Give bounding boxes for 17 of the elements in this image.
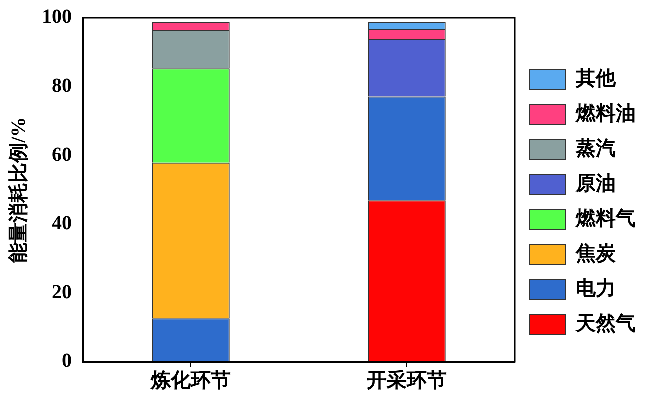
y-tick-label: 100 <box>42 6 72 28</box>
y-tick-label: 40 <box>52 212 72 235</box>
y-tick-label: 60 <box>52 144 72 166</box>
legend-label: 蒸汽 <box>575 138 616 160</box>
legend-label: 燃料油 <box>575 103 636 126</box>
legend-label: 天然气 <box>575 313 636 336</box>
y-tick-label: 0 <box>62 350 72 372</box>
y-tick-label: 80 <box>52 74 72 97</box>
legend-label: 焦炭 <box>575 243 617 266</box>
legend-label: 电力 <box>576 278 616 300</box>
y-tick-label: 20 <box>52 281 72 304</box>
x-tick-label: 开采环节 <box>366 369 447 392</box>
y-axis-title: 能量消耗比例/% <box>7 117 30 263</box>
x-tick-label: 炼化环节 <box>150 370 231 392</box>
legend-label: 其他 <box>575 68 617 90</box>
legend-label: 燃料气 <box>575 208 636 230</box>
legend-label: 原油 <box>575 173 616 196</box>
